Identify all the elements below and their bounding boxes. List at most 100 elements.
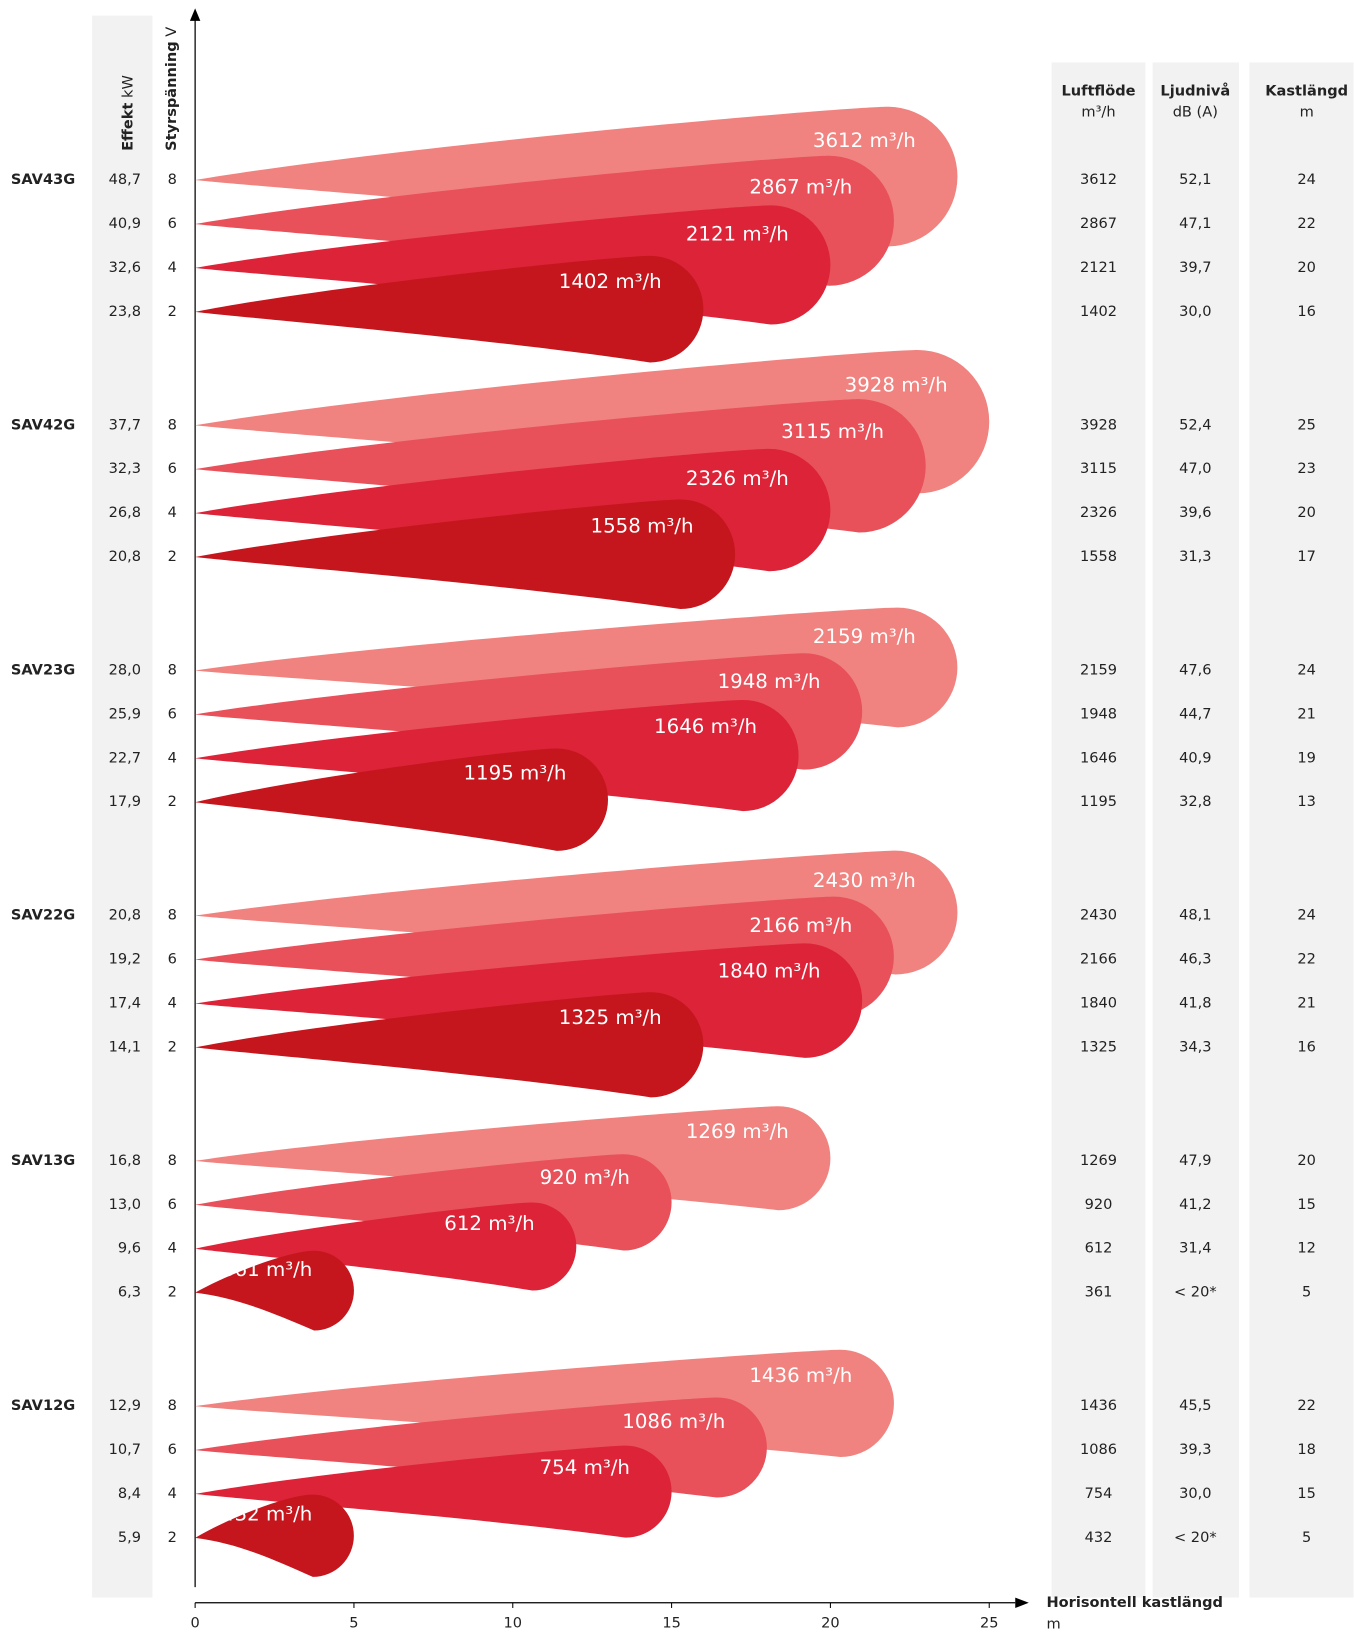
- voltage: 8: [168, 1152, 177, 1169]
- air-plume: [195, 255, 704, 363]
- effekt: 14,1: [109, 1038, 141, 1055]
- effekt: 10,7: [109, 1441, 141, 1458]
- voltage: 8: [168, 907, 177, 924]
- voltage: 4: [168, 259, 177, 276]
- effekt: 17,9: [109, 793, 141, 810]
- sound: < 20*: [1174, 1529, 1217, 1546]
- plume-label: 612 m³/h: [444, 1212, 534, 1235]
- column-header: Effekt kW: [120, 75, 137, 151]
- plume-label: 1558 m³/h: [591, 514, 694, 537]
- sound: < 20*: [1174, 1284, 1217, 1301]
- model-name: SAV43G: [11, 171, 75, 188]
- sound: 52,4: [1179, 416, 1211, 433]
- model-name: SAV13G: [11, 1152, 75, 1169]
- throw: 20: [1297, 1152, 1316, 1169]
- air-plume: [195, 1202, 577, 1291]
- plume-label: 432 m³/h: [222, 1503, 312, 1526]
- axis-arrow: [189, 8, 201, 21]
- sound: 48,1: [1179, 907, 1211, 924]
- plume-label: 2867 m³/h: [749, 176, 852, 199]
- voltage: 2: [168, 303, 177, 320]
- airflow: 432: [1085, 1529, 1113, 1546]
- sound: 47,0: [1179, 460, 1211, 477]
- effekt: 26,8: [109, 504, 141, 521]
- effekt: 37,7: [109, 416, 141, 433]
- plume-label: 1086 m³/h: [622, 1410, 725, 1433]
- effekt: 28,0: [109, 661, 141, 678]
- airflow: 3115: [1080, 460, 1117, 477]
- column-band: [92, 15, 153, 1598]
- sound: 52,1: [1179, 171, 1211, 188]
- column-header: Ljudnivå: [1160, 83, 1230, 100]
- column-band: [1152, 62, 1240, 1598]
- voltage: 8: [168, 661, 177, 678]
- sound: 39,3: [1179, 1441, 1211, 1458]
- sound: 47,9: [1179, 1152, 1211, 1169]
- plume-label: 2166 m³/h: [749, 914, 852, 937]
- throw: 15: [1297, 1485, 1316, 1502]
- voltage: 4: [168, 504, 177, 521]
- airflow: 1558: [1080, 548, 1117, 565]
- column-unit: dB (A): [1173, 103, 1218, 120]
- throw: 19: [1297, 749, 1316, 766]
- plume-label: 2159 m³/h: [813, 625, 916, 648]
- plume-label: 2121 m³/h: [686, 223, 789, 246]
- throw: 18: [1297, 1441, 1316, 1458]
- plume-label: 2326 m³/h: [686, 467, 789, 490]
- plume-label: 1325 m³/h: [559, 1006, 662, 1029]
- sound: 44,7: [1179, 705, 1211, 722]
- plume-label: 1195 m³/h: [463, 762, 566, 785]
- plume-label: 2430 m³/h: [813, 869, 916, 892]
- sound: 41,2: [1179, 1196, 1211, 1213]
- voltage: 8: [168, 171, 177, 188]
- throw: 20: [1297, 259, 1316, 276]
- throw: 20: [1297, 504, 1316, 521]
- effekt: 22,7: [109, 749, 141, 766]
- throw: 24: [1297, 907, 1316, 924]
- airflow: 2326: [1080, 504, 1117, 521]
- x-tick-label: 5: [349, 1615, 358, 1632]
- voltage: 8: [168, 416, 177, 433]
- plume-label: 920 m³/h: [540, 1166, 630, 1189]
- airflow: 3612: [1080, 171, 1117, 188]
- column-header: Styrspänning V: [163, 27, 180, 151]
- voltage: 6: [168, 215, 177, 232]
- effekt: 48,7: [109, 171, 141, 188]
- voltage: 6: [168, 460, 177, 477]
- effekt: 40,9: [109, 215, 141, 232]
- voltage: 6: [168, 1196, 177, 1213]
- effekt: 32,6: [109, 259, 141, 276]
- throw: 13: [1297, 793, 1316, 810]
- effekt: 23,8: [109, 303, 141, 320]
- voltage: 6: [168, 1441, 177, 1458]
- plume-label: 1948 m³/h: [718, 670, 821, 693]
- throw: 22: [1297, 215, 1316, 232]
- air-plume: [195, 992, 704, 1098]
- air-plume: [195, 748, 609, 851]
- effekt: 5,9: [118, 1529, 141, 1546]
- plume-label: 3612 m³/h: [813, 129, 916, 152]
- column-unit: m³/h: [1081, 103, 1115, 120]
- throw: 5: [1302, 1284, 1311, 1301]
- voltage: 6: [168, 705, 177, 722]
- x-tick-label: 0: [190, 1615, 199, 1632]
- sound: 45,5: [1179, 1397, 1211, 1414]
- model-name: SAV12G: [11, 1397, 75, 1414]
- voltage: 8: [168, 1397, 177, 1414]
- throw: 23: [1297, 460, 1316, 477]
- plume-label: 1402 m³/h: [559, 270, 662, 293]
- voltage: 4: [168, 995, 177, 1012]
- airflow: 2121: [1080, 259, 1117, 276]
- sound: 41,8: [1179, 995, 1211, 1012]
- airflow: 1840: [1080, 995, 1117, 1012]
- axis-arrow: [1015, 1597, 1029, 1608]
- airflow: 1269: [1080, 1152, 1117, 1169]
- sound: 32,8: [1179, 793, 1211, 810]
- effekt: 25,9: [109, 705, 141, 722]
- sound: 46,3: [1179, 951, 1211, 968]
- voltage: 4: [168, 749, 177, 766]
- throw: 21: [1297, 705, 1316, 722]
- column-header: Luftflöde: [1061, 83, 1135, 100]
- airflow: 754: [1085, 1485, 1113, 1502]
- voltage: 2: [168, 793, 177, 810]
